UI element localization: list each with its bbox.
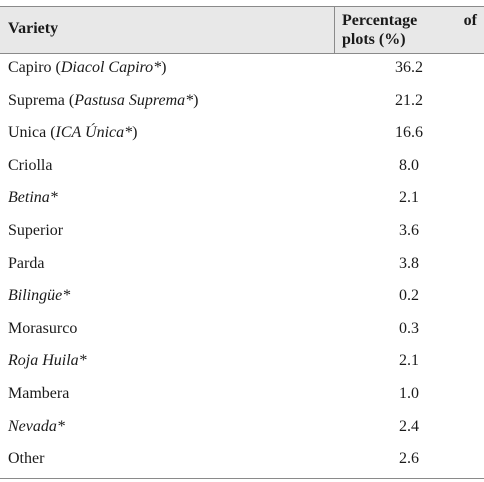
variety-paren-close: )	[193, 92, 198, 109]
variety-italic: Roja Huila*	[8, 352, 87, 369]
variety-name: Parda	[8, 255, 44, 272]
percentage-cell: 3.6	[334, 222, 484, 240]
variety-name: Mambera	[8, 385, 69, 402]
table-row: Capiro (Diacol Capiro*) 36.2	[0, 54, 484, 87]
table-row: Betina* 2.1	[0, 184, 484, 217]
variety-cell: Criolla	[8, 157, 52, 175]
percentage-cell: 36.2	[334, 59, 484, 77]
variety-name: Unica	[8, 124, 46, 141]
table-row: Superior 3.6	[0, 217, 484, 250]
variety-cell: Capiro (Diacol Capiro*)	[8, 59, 167, 77]
variety-cell: Roja Huila*	[8, 352, 87, 370]
variety-italic: Betina*	[8, 189, 58, 206]
header-of-word: of	[464, 11, 477, 30]
header-percentage: Percentage of plots (%)	[342, 11, 477, 49]
variety-cell: Suprema (Pastusa Suprema*)	[8, 92, 199, 110]
variety-cell: Other	[8, 450, 44, 468]
variety-italic: Pastusa Suprema*	[74, 92, 193, 109]
variety-name: Criolla	[8, 157, 52, 174]
table-row: Roja Huila* 2.1	[0, 347, 484, 380]
percentage-cell: 0.3	[334, 320, 484, 338]
table-row: Morasurco 0.3	[0, 315, 484, 348]
variety-italic: Diacol Capiro*	[61, 59, 161, 76]
variety-name: Suprema	[8, 92, 65, 109]
variety-paren-close: )	[132, 124, 137, 141]
variety-cell: Morasurco	[8, 320, 77, 338]
table-row: Nevada* 2.4	[0, 413, 484, 446]
percentage-cell: 2.4	[334, 418, 484, 436]
variety-italic: Bilingüe*	[8, 287, 70, 304]
table-body: Capiro (Diacol Capiro*) 36.2 Suprema (Past…	[0, 54, 484, 478]
percentage-cell: 2.1	[334, 189, 484, 207]
variety-name: Morasurco	[8, 320, 77, 337]
header-variety: Variety	[8, 20, 58, 38]
variety-cell: Parda	[8, 255, 44, 273]
variety-cell: Mambera	[8, 385, 69, 403]
header-plots: plots (%)	[342, 30, 477, 49]
variety-cell: Superior	[8, 222, 63, 240]
percentage-cell: 8.0	[334, 157, 484, 175]
table-row: Unica (ICA Única*) 16.6	[0, 119, 484, 152]
variety-italic: Nevada*	[8, 418, 65, 435]
header-percentage-word: Percentage	[342, 11, 417, 30]
variety-paren-open: (	[65, 92, 74, 109]
variety-paren-open: (	[46, 124, 55, 141]
variety-cell: Nevada*	[8, 418, 65, 436]
variety-italic: ICA Única*	[56, 124, 133, 141]
table-row: Bilingüe* 0.2	[0, 282, 484, 315]
header-divider	[334, 7, 335, 53]
variety-name: Superior	[8, 222, 63, 239]
variety-paren-open: (	[52, 59, 61, 76]
percentage-cell: 21.2	[334, 92, 484, 110]
percentage-cell: 3.8	[334, 255, 484, 273]
table-row: Parda 3.8	[0, 250, 484, 283]
table-header: Variety Percentage of plots (%)	[0, 6, 484, 54]
variety-name: Other	[8, 450, 44, 467]
variety-cell: Betina*	[8, 189, 58, 207]
variety-name: Capiro	[8, 59, 52, 76]
percentage-cell: 2.1	[334, 352, 484, 370]
table-row: Criolla 8.0	[0, 152, 484, 185]
table-row: Other 2.6	[0, 445, 484, 478]
table-bottom-rule	[0, 478, 484, 479]
percentage-cell: 0.2	[334, 287, 484, 305]
variety-cell: Bilingüe*	[8, 287, 70, 305]
variety-paren-close: )	[161, 59, 166, 76]
percentage-cell: 2.6	[334, 450, 484, 468]
table-row: Suprema (Pastusa Suprema*) 21.2	[0, 87, 484, 120]
variety-table: Variety Percentage of plots (%) Capiro (…	[0, 6, 484, 479]
table-row: Mambera 1.0	[0, 380, 484, 413]
percentage-cell: 16.6	[334, 124, 484, 142]
percentage-cell: 1.0	[334, 385, 484, 403]
variety-cell: Unica (ICA Única*)	[8, 124, 137, 142]
